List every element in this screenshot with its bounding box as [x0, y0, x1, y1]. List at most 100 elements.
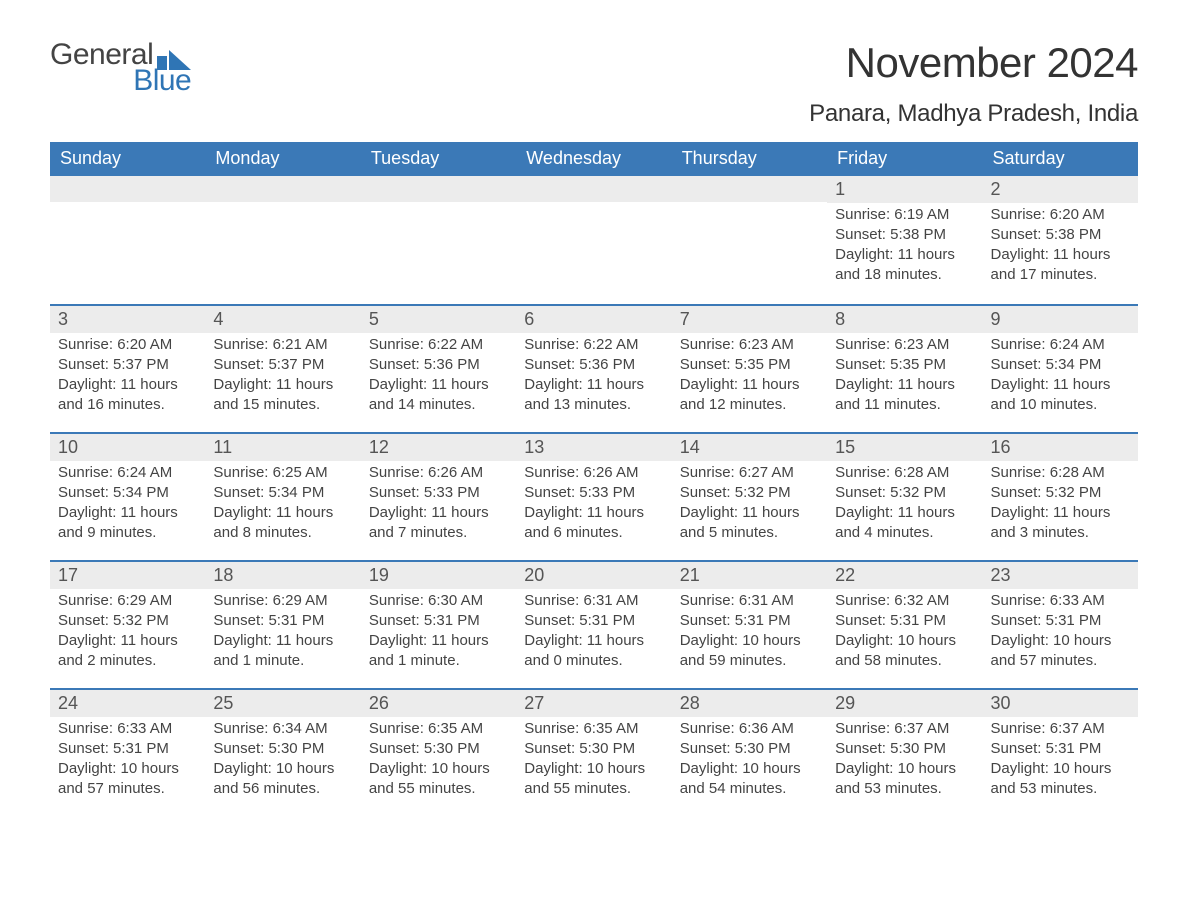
calendar-cell: 20Sunrise: 6:31 AMSunset: 5:31 PMDayligh… [516, 562, 671, 688]
daylight-text: Daylight: 11 hours and 6 minutes. [524, 503, 663, 544]
day-number: 9 [983, 306, 1138, 333]
day-number: 19 [361, 562, 516, 589]
sunrise-text: Sunrise: 6:29 AM [58, 591, 197, 611]
sunrise-text: Sunrise: 6:24 AM [58, 463, 197, 483]
sunset-text: Sunset: 5:31 PM [991, 739, 1130, 759]
daylight-text: Daylight: 10 hours and 56 minutes. [213, 759, 352, 800]
day-number: 26 [361, 690, 516, 717]
day-header: Friday [827, 142, 982, 176]
cell-body: Sunrise: 6:24 AMSunset: 5:34 PMDaylight:… [50, 461, 205, 561]
day-number [205, 176, 360, 202]
week-row: 1Sunrise: 6:19 AMSunset: 5:38 PMDaylight… [50, 176, 1138, 304]
cell-body: Sunrise: 6:21 AMSunset: 5:37 PMDaylight:… [205, 333, 360, 433]
calendar-cell: 23Sunrise: 6:33 AMSunset: 5:31 PMDayligh… [983, 562, 1138, 688]
day-number [361, 176, 516, 202]
daylight-text: Daylight: 11 hours and 17 minutes. [991, 245, 1130, 286]
day-number: 18 [205, 562, 360, 589]
day-number: 14 [672, 434, 827, 461]
calendar-cell: 11Sunrise: 6:25 AMSunset: 5:34 PMDayligh… [205, 434, 360, 560]
brand-logo: General Blue [50, 40, 191, 96]
calendar-cell [361, 176, 516, 304]
cell-body: Sunrise: 6:23 AMSunset: 5:35 PMDaylight:… [672, 333, 827, 433]
day-header: Saturday [983, 142, 1138, 176]
sunrise-text: Sunrise: 6:29 AM [213, 591, 352, 611]
sunset-text: Sunset: 5:31 PM [58, 739, 197, 759]
sunset-text: Sunset: 5:38 PM [835, 225, 974, 245]
calendar-cell [50, 176, 205, 304]
calendar-cell: 28Sunrise: 6:36 AMSunset: 5:30 PMDayligh… [672, 690, 827, 816]
sunset-text: Sunset: 5:31 PM [213, 611, 352, 631]
daylight-text: Daylight: 10 hours and 55 minutes. [369, 759, 508, 800]
sunset-text: Sunset: 5:33 PM [369, 483, 508, 503]
calendar-cell: 21Sunrise: 6:31 AMSunset: 5:31 PMDayligh… [672, 562, 827, 688]
day-number: 22 [827, 562, 982, 589]
sunset-text: Sunset: 5:34 PM [213, 483, 352, 503]
day-number: 1 [827, 176, 982, 203]
day-header: Tuesday [361, 142, 516, 176]
sunset-text: Sunset: 5:35 PM [835, 355, 974, 375]
day-header: Thursday [672, 142, 827, 176]
cell-body: Sunrise: 6:33 AMSunset: 5:31 PMDaylight:… [983, 589, 1138, 689]
cell-body [50, 202, 205, 304]
day-number [672, 176, 827, 202]
brand-word-2: Blue [112, 66, 191, 96]
sunset-text: Sunset: 5:34 PM [991, 355, 1130, 375]
daylight-text: Daylight: 10 hours and 57 minutes. [991, 631, 1130, 672]
daylight-text: Daylight: 10 hours and 55 minutes. [524, 759, 663, 800]
title-block: November 2024 Panara, Madhya Pradesh, In… [809, 40, 1138, 128]
cell-body: Sunrise: 6:31 AMSunset: 5:31 PMDaylight:… [516, 589, 671, 689]
cell-body: Sunrise: 6:30 AMSunset: 5:31 PMDaylight:… [361, 589, 516, 689]
cell-body [672, 202, 827, 304]
sunset-text: Sunset: 5:30 PM [835, 739, 974, 759]
daylight-text: Daylight: 10 hours and 57 minutes. [58, 759, 197, 800]
calendar-cell [516, 176, 671, 304]
page: General Blue November 2024 Panara, Madhy… [0, 0, 1188, 918]
daylight-text: Daylight: 10 hours and 59 minutes. [680, 631, 819, 672]
sunset-text: Sunset: 5:31 PM [835, 611, 974, 631]
calendar-cell: 10Sunrise: 6:24 AMSunset: 5:34 PMDayligh… [50, 434, 205, 560]
cell-body: Sunrise: 6:34 AMSunset: 5:30 PMDaylight:… [205, 717, 360, 817]
sunrise-text: Sunrise: 6:37 AM [991, 719, 1130, 739]
daylight-text: Daylight: 11 hours and 1 minute. [369, 631, 508, 672]
daylight-text: Daylight: 11 hours and 8 minutes. [213, 503, 352, 544]
cell-body: Sunrise: 6:19 AMSunset: 5:38 PMDaylight:… [827, 203, 982, 305]
sunset-text: Sunset: 5:37 PM [213, 355, 352, 375]
day-number: 27 [516, 690, 671, 717]
header: General Blue November 2024 Panara, Madhy… [50, 40, 1138, 128]
calendar-cell: 1Sunrise: 6:19 AMSunset: 5:38 PMDaylight… [827, 176, 982, 304]
sunrise-text: Sunrise: 6:23 AM [680, 335, 819, 355]
cell-body: Sunrise: 6:25 AMSunset: 5:34 PMDaylight:… [205, 461, 360, 561]
week-row: 10Sunrise: 6:24 AMSunset: 5:34 PMDayligh… [50, 432, 1138, 560]
calendar-cell: 9Sunrise: 6:24 AMSunset: 5:34 PMDaylight… [983, 306, 1138, 432]
day-number: 6 [516, 306, 671, 333]
calendar-cell: 2Sunrise: 6:20 AMSunset: 5:38 PMDaylight… [983, 176, 1138, 304]
sunset-text: Sunset: 5:32 PM [991, 483, 1130, 503]
cell-body: Sunrise: 6:36 AMSunset: 5:30 PMDaylight:… [672, 717, 827, 817]
sunrise-text: Sunrise: 6:20 AM [58, 335, 197, 355]
daylight-text: Daylight: 11 hours and 14 minutes. [369, 375, 508, 416]
day-number: 3 [50, 306, 205, 333]
day-number: 2 [983, 176, 1138, 203]
daylight-text: Daylight: 10 hours and 54 minutes. [680, 759, 819, 800]
sunset-text: Sunset: 5:36 PM [524, 355, 663, 375]
sunrise-text: Sunrise: 6:19 AM [835, 205, 974, 225]
cell-body: Sunrise: 6:26 AMSunset: 5:33 PMDaylight:… [516, 461, 671, 561]
sunrise-text: Sunrise: 6:27 AM [680, 463, 819, 483]
day-header: Sunday [50, 142, 205, 176]
cell-body: Sunrise: 6:27 AMSunset: 5:32 PMDaylight:… [672, 461, 827, 561]
sunset-text: Sunset: 5:32 PM [680, 483, 819, 503]
sunset-text: Sunset: 5:32 PM [58, 611, 197, 631]
cell-body [516, 202, 671, 304]
daylight-text: Daylight: 11 hours and 3 minutes. [991, 503, 1130, 544]
day-number: 15 [827, 434, 982, 461]
sunset-text: Sunset: 5:30 PM [213, 739, 352, 759]
cell-body: Sunrise: 6:37 AMSunset: 5:31 PMDaylight:… [983, 717, 1138, 817]
daylight-text: Daylight: 11 hours and 7 minutes. [369, 503, 508, 544]
page-title: November 2024 [809, 40, 1138, 86]
sunrise-text: Sunrise: 6:33 AM [991, 591, 1130, 611]
sunset-text: Sunset: 5:37 PM [58, 355, 197, 375]
daylight-text: Daylight: 11 hours and 2 minutes. [58, 631, 197, 672]
cell-body: Sunrise: 6:20 AMSunset: 5:38 PMDaylight:… [983, 203, 1138, 305]
calendar-cell: 5Sunrise: 6:22 AMSunset: 5:36 PMDaylight… [361, 306, 516, 432]
calendar-cell: 27Sunrise: 6:35 AMSunset: 5:30 PMDayligh… [516, 690, 671, 816]
